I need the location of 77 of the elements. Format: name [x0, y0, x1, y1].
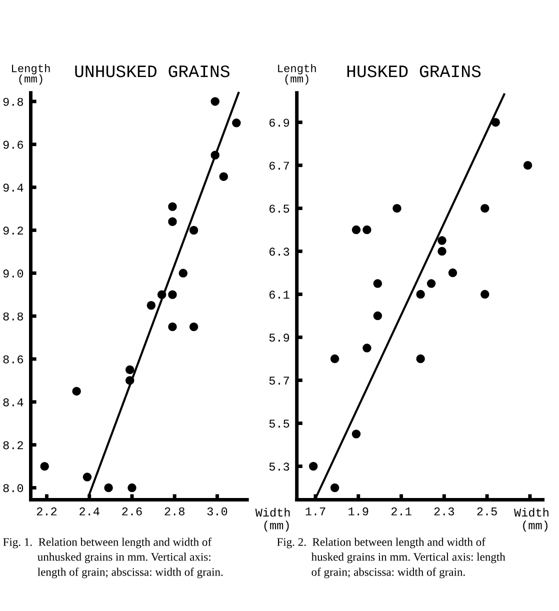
point — [125, 365, 134, 374]
point — [128, 483, 136, 492]
point — [72, 386, 81, 396]
point — [330, 483, 340, 492]
chart-title: HUSKED GRAINS — [347, 65, 481, 78]
point — [416, 290, 425, 299]
y-tick-label: 8.2 — [3, 441, 23, 450]
y-tick-label: 6.1 — [270, 290, 290, 299]
point — [480, 204, 490, 213]
point — [438, 236, 446, 245]
point — [523, 160, 532, 170]
point — [308, 462, 318, 471]
y-tick-label: 9.2 — [3, 226, 23, 235]
x-tick-label: 2.2 — [36, 507, 57, 516]
point — [491, 118, 500, 127]
point — [362, 225, 372, 234]
point — [210, 150, 220, 160]
point — [392, 204, 402, 213]
point — [104, 483, 113, 492]
point — [232, 118, 241, 128]
point — [438, 246, 446, 256]
x-tick-label: 2.1 — [391, 507, 412, 516]
point — [480, 290, 490, 299]
x-tick-label: 2.6 — [122, 507, 142, 516]
point — [373, 311, 382, 320]
y-tick-label: 9.6 — [3, 140, 24, 149]
x-axis-title: Width (mm) — [514, 508, 548, 532]
point — [448, 268, 458, 278]
point — [125, 376, 134, 385]
point — [40, 462, 49, 471]
y-tick-label: 9.8 — [3, 98, 24, 106]
y-axis-title: Length (mm) — [278, 64, 316, 85]
point — [168, 322, 177, 332]
point — [168, 290, 177, 299]
caption: Fig. 2. Relation between length and width of husked grains in mm. Vertical axis: length of grain; abscissa: width of grain. — [277, 538, 506, 578]
point — [157, 290, 166, 299]
point — [416, 354, 425, 364]
x-tick-label: 1.9 — [348, 507, 368, 516]
y-tick-label: 5.7 — [269, 376, 289, 385]
chart-title: UNHUSKED GRAINS — [75, 65, 230, 78]
y-tick-label: 8.0 — [3, 484, 24, 492]
y-tick-label: 5.5 — [269, 420, 290, 428]
point — [210, 97, 220, 106]
point — [362, 344, 372, 352]
x-axis-title: Width (mm) — [255, 508, 290, 532]
y-tick-label: 8.6 — [3, 355, 24, 364]
x-tick-label: 3.0 — [207, 507, 228, 516]
point — [352, 430, 361, 438]
caption: Fig. 1. Relation between length and width of unhusked grains in mm. Vertical axis: length of grain; abscissa: width of grain. — [3, 538, 223, 578]
y-tick-label: 6.3 — [270, 248, 290, 256]
x-tick-label: 2.3 — [434, 507, 454, 516]
point — [352, 225, 361, 234]
x-tick-label: 2.4 — [80, 507, 100, 516]
y-axis-title: Length (mm) — [12, 64, 50, 85]
y-tick-label: 6.7 — [270, 162, 289, 170]
point — [146, 300, 156, 310]
point — [426, 279, 436, 288]
point — [219, 172, 228, 181]
x-tick-label: 2.5 — [477, 507, 497, 516]
point — [373, 279, 382, 288]
point — [189, 322, 198, 332]
point — [82, 472, 92, 482]
point — [168, 202, 177, 211]
y-tick-label: 9.0 — [3, 270, 24, 278]
point — [168, 217, 177, 226]
point — [330, 354, 340, 364]
y-tick-label: 5.3 — [269, 462, 290, 471]
y-tick-label: 5.9 — [269, 334, 290, 342]
point — [178, 268, 188, 278]
y-tick-label: 6.5 — [270, 204, 290, 213]
x-tick-label: 1.7 — [306, 508, 326, 516]
x-tick-label: 2.8 — [164, 507, 184, 516]
y-tick-label: 9.4 — [3, 184, 24, 192]
y-tick-label: 6.9 — [270, 118, 290, 127]
y-tick-label: 8.8 — [3, 312, 24, 320]
point — [189, 226, 198, 235]
y-tick-label: 8.4 — [3, 398, 24, 406]
